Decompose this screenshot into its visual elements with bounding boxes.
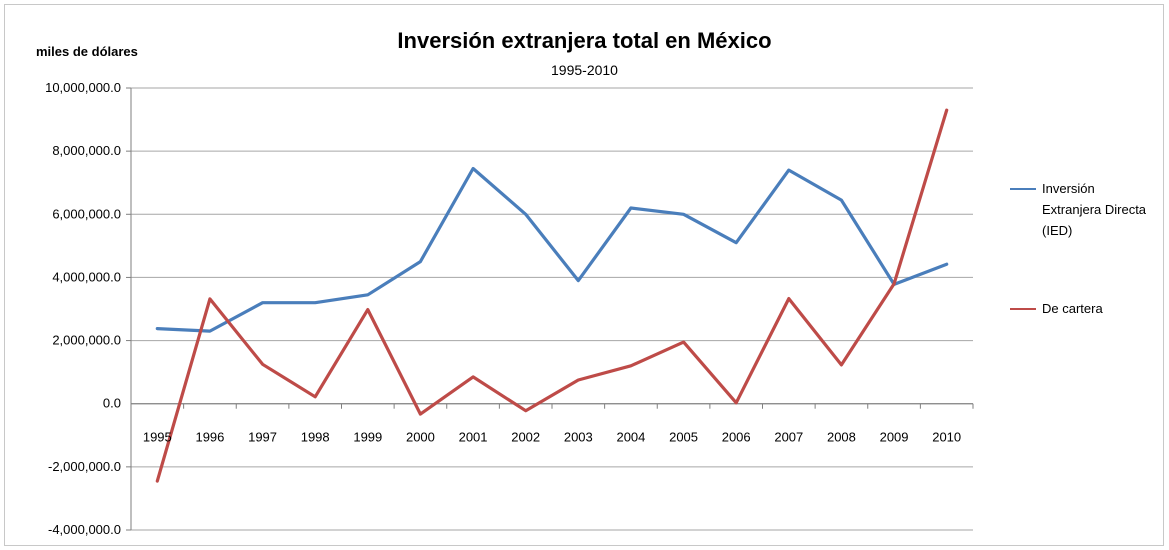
x-tick-label: 1999 — [353, 430, 382, 445]
series-line-cartera — [155, 108, 949, 483]
x-tick-label: 1997 — [248, 430, 277, 445]
chart-subtitle: 1995-2010 — [551, 62, 618, 78]
y-tick-label: 10,000,000.0 — [45, 80, 121, 95]
y-tick-label: 8,000,000.0 — [52, 143, 121, 158]
legend-swatch — [1010, 308, 1036, 310]
y-tick-label: 4,000,000.0 — [52, 269, 121, 284]
x-tick-label: 2008 — [827, 430, 856, 445]
y-tick-label: 0.0 — [103, 396, 121, 411]
x-tick-label: 2009 — [880, 430, 909, 445]
y-tick-label: -2,000,000.0 — [48, 459, 121, 474]
x-tick-label: 2006 — [722, 430, 751, 445]
legend-label: (IED) — [1042, 223, 1073, 238]
x-tick-label: 2005 — [669, 430, 698, 445]
legend-swatch — [1010, 188, 1036, 190]
y-tick-label: 6,000,000.0 — [52, 206, 121, 221]
x-tick-label: 2001 — [459, 430, 488, 445]
y-tick-label: 2,000,000.0 — [52, 333, 121, 348]
legend-label: Extranjera Directa — [1042, 202, 1147, 217]
x-tick-label: 2000 — [406, 430, 435, 445]
x-tick-label: 1995 — [143, 430, 172, 445]
series-line-ied — [155, 166, 949, 333]
x-tick-label: 2003 — [564, 430, 593, 445]
x-tick-label: 2004 — [616, 430, 645, 445]
legend-label: Inversión — [1042, 181, 1095, 196]
y-tick-label: -4,000,000.0 — [48, 522, 121, 537]
x-tick-label: 2010 — [932, 430, 961, 445]
x-tick-label: 1998 — [301, 430, 330, 445]
x-tick-label: 1996 — [195, 430, 224, 445]
y-axis-unit-label: miles de dólares — [36, 44, 138, 59]
chart-title: Inversión extranjera total en México — [397, 28, 772, 53]
legend-label: De cartera — [1042, 301, 1103, 316]
x-tick-label: 2007 — [774, 430, 803, 445]
x-tick-label: 2002 — [511, 430, 540, 445]
